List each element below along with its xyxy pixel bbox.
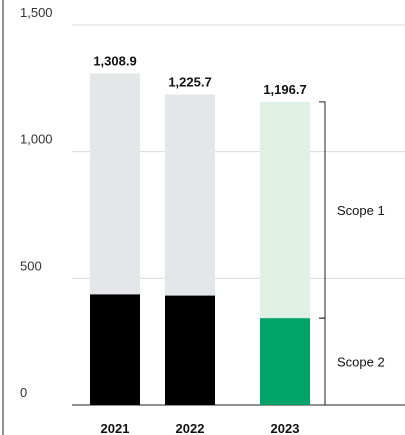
bars [90,73,310,405]
scope1-annotation: Scope 1 [337,203,385,218]
total-label: 1,308.9 [93,53,136,68]
bar-scope2-2021 [90,294,140,405]
y-tick-label: 1,500 [20,5,53,20]
scope-annotations: Scope 1 Scope 2 [319,101,385,406]
bar-scope2-2023 [260,318,310,405]
x-tick-label: 2021 [101,421,130,435]
bar-scope1-2023 [260,101,310,319]
y-tick-label: 0 [20,385,27,400]
bar-scope1-2021 [90,73,140,295]
total-label: 1,196.7 [263,82,306,97]
y-axis-ticks: 0 500 1,000 1,500 [20,5,53,400]
bar-scope1-2022 [165,94,215,296]
x-tick-label: 2023 [271,421,300,435]
total-label: 1,225.7 [168,74,211,89]
bar-scope2-2022 [165,295,215,405]
x-tick-label: 2022 [176,421,205,435]
y-tick-label: 500 [20,258,42,273]
scope1-bracket [319,101,326,319]
x-axis-ticks: 2021 2022 2023 [101,421,300,435]
y-tick-label: 1,000 [20,132,53,147]
scope2-annotation: Scope 2 [337,355,385,370]
data-labels: 1,308.9 1,225.7 1,196.7 [93,53,306,96]
scope2-bracket [319,317,326,406]
